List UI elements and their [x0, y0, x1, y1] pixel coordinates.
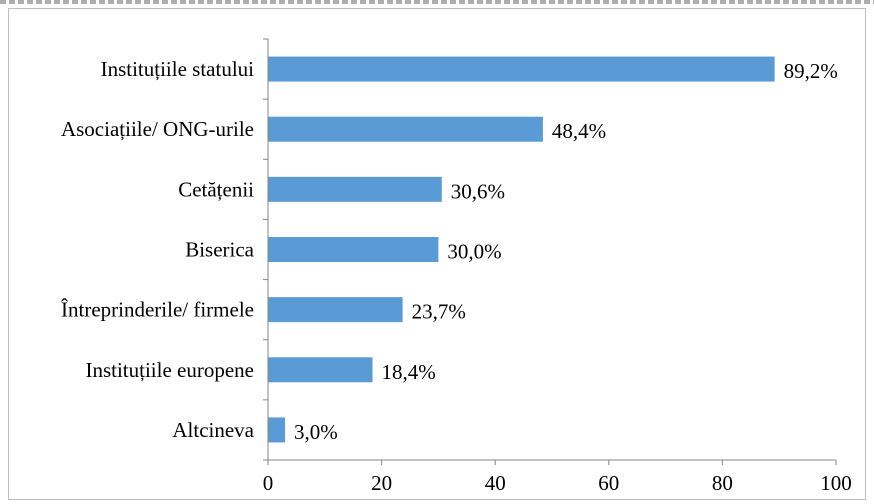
value-labels: 89,2% 48,4% 30,6% 30,0% 23,7% 18,4% 3,0%: [294, 59, 838, 444]
x-tick-label: 100: [820, 471, 852, 495]
data-label: 89,2%: [784, 59, 838, 83]
category-label: Întreprinderile/ firmele: [61, 298, 254, 322]
bar: [268, 237, 439, 262]
data-label: 3,0%: [294, 420, 338, 444]
bar: [268, 357, 373, 383]
category-label: Instituțiile europene: [85, 358, 254, 382]
category-labels: Instituțiile statului Asociațiile/ ONG-ur…: [61, 57, 255, 442]
bar-chart: Instituțiile statului Asociațiile/ ONG-ur…: [61, 38, 852, 495]
x-tick-label: 20: [371, 471, 392, 495]
category-label: Cetățenii: [178, 177, 254, 201]
top-border-artifact: [0, 0, 874, 4]
data-label: 48,4%: [552, 119, 606, 143]
x-tick-label: 0: [263, 471, 274, 495]
chart-frame: Instituțiile statului Asociațiile/ ONG-ur…: [8, 8, 866, 500]
bars-group: [268, 56, 775, 443]
data-label: 30,6%: [451, 179, 505, 203]
category-label: Instituțiile statului: [101, 57, 255, 81]
x-tick-label: 80: [712, 471, 733, 495]
bar: [268, 176, 442, 202]
data-label: 30,0%: [447, 240, 501, 264]
category-label: Altcineva: [172, 418, 254, 442]
bar: [268, 56, 775, 82]
bar: [268, 297, 403, 323]
x-tick-label: 60: [598, 471, 619, 495]
category-label: Biserica: [185, 238, 254, 262]
axes-group: 0 20 40 60 80 100: [263, 38, 852, 495]
bar: [268, 116, 543, 142]
data-label: 23,7%: [412, 300, 466, 324]
x-tick-label: 40: [485, 471, 506, 495]
category-label: Asociațiile/ ONG-urile: [61, 117, 254, 141]
bar: [268, 417, 286, 443]
data-label: 18,4%: [382, 360, 436, 384]
